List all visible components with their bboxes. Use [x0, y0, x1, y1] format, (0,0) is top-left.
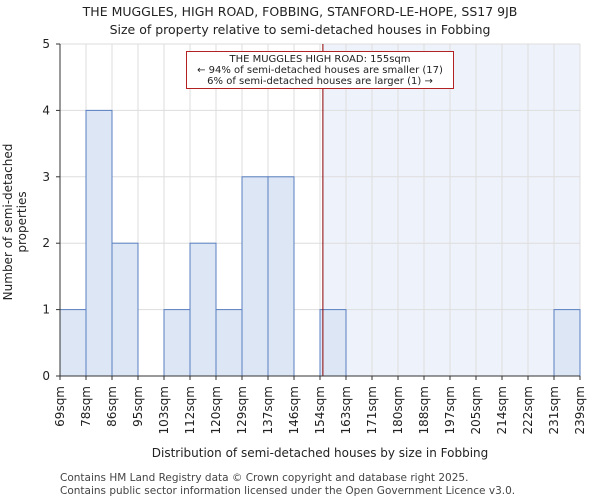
y-tick-label: 5 — [42, 37, 50, 51]
x-tick-label: 197sqm — [443, 386, 457, 434]
x-tick-label: 171sqm — [365, 386, 379, 434]
y-tick-label: 3 — [42, 170, 50, 184]
y-tick-label: 2 — [42, 236, 50, 250]
bar-120sqm — [215, 309, 243, 377]
x-tick-label: 86sqm — [105, 386, 119, 427]
annotation-line-3: 6% of semi-detached houses are larger (1… — [207, 76, 433, 87]
x-tick-label: 78sqm — [79, 386, 93, 427]
x-tick-label: 95sqm — [131, 386, 145, 427]
annotation-line-1: THE MUGGLES HIGH ROAD: 155sqm — [229, 54, 411, 65]
x-tick-label: 112sqm — [183, 386, 197, 434]
y-axis-label: Number of semi-detached properties — [1, 143, 29, 301]
chart-subtitle: Size of property relative to semi-detach… — [109, 22, 491, 37]
y-tick-labels: 0 1 2 3 4 5 — [42, 37, 60, 383]
bar-154sqm — [319, 309, 347, 377]
x-tick-label: 163sqm — [339, 386, 353, 434]
x-tick-label: 137sqm — [261, 386, 275, 434]
bar-86sqm — [111, 242, 139, 377]
bar-129sqm — [241, 176, 269, 377]
x-tick-label: 69sqm — [53, 386, 67, 427]
x-tick-label: 231sqm — [547, 386, 561, 434]
x-tick-label: 239sqm — [573, 386, 587, 434]
bar-103sqm — [163, 309, 191, 377]
x-tick-label: 129sqm — [235, 386, 249, 434]
bar-137sqm — [267, 176, 295, 377]
x-tick-label: 120sqm — [209, 386, 223, 434]
x-tick-label: 188sqm — [417, 386, 431, 434]
x-tick-label: 146sqm — [287, 386, 301, 434]
bar-112sqm — [189, 242, 217, 377]
highlight-region — [322, 44, 580, 376]
footer-line-1: Contains HM Land Registry data © Crown c… — [60, 472, 469, 484]
bar-78sqm — [85, 109, 113, 377]
chart-title: THE MUGGLES, HIGH ROAD, FOBBING, STANFOR… — [82, 4, 518, 19]
x-tick-label: 154sqm — [313, 386, 327, 434]
x-tick-label: 222sqm — [521, 386, 535, 434]
property-annotation: THE MUGGLES HIGH ROAD: 155sqm ← 94% of s… — [186, 51, 454, 89]
x-tick-label: 103sqm — [157, 386, 171, 434]
bars-group — [59, 109, 581, 377]
y-tick-label: 0 — [42, 369, 50, 383]
x-tick-labels: 69sqm 78sqm 86sqm 95sqm 103sqm 112sqm 120sqm 12… — [53, 376, 587, 434]
footer-line-2: Contains public sector information licen… — [60, 485, 516, 497]
annotation-line-2: ← 94% of semi-detached houses are smalle… — [197, 65, 443, 76]
y-tick-label: 4 — [42, 103, 50, 117]
x-tick-label: 180sqm — [391, 386, 405, 434]
x-axis-label: Distribution of semi-detached houses by … — [151, 446, 489, 460]
bar-231sqm — [553, 309, 581, 377]
x-tick-label: 214sqm — [495, 386, 509, 434]
x-tick-label: 205sqm — [469, 386, 483, 434]
bar-69sqm — [59, 309, 87, 377]
y-tick-label: 1 — [42, 303, 50, 317]
